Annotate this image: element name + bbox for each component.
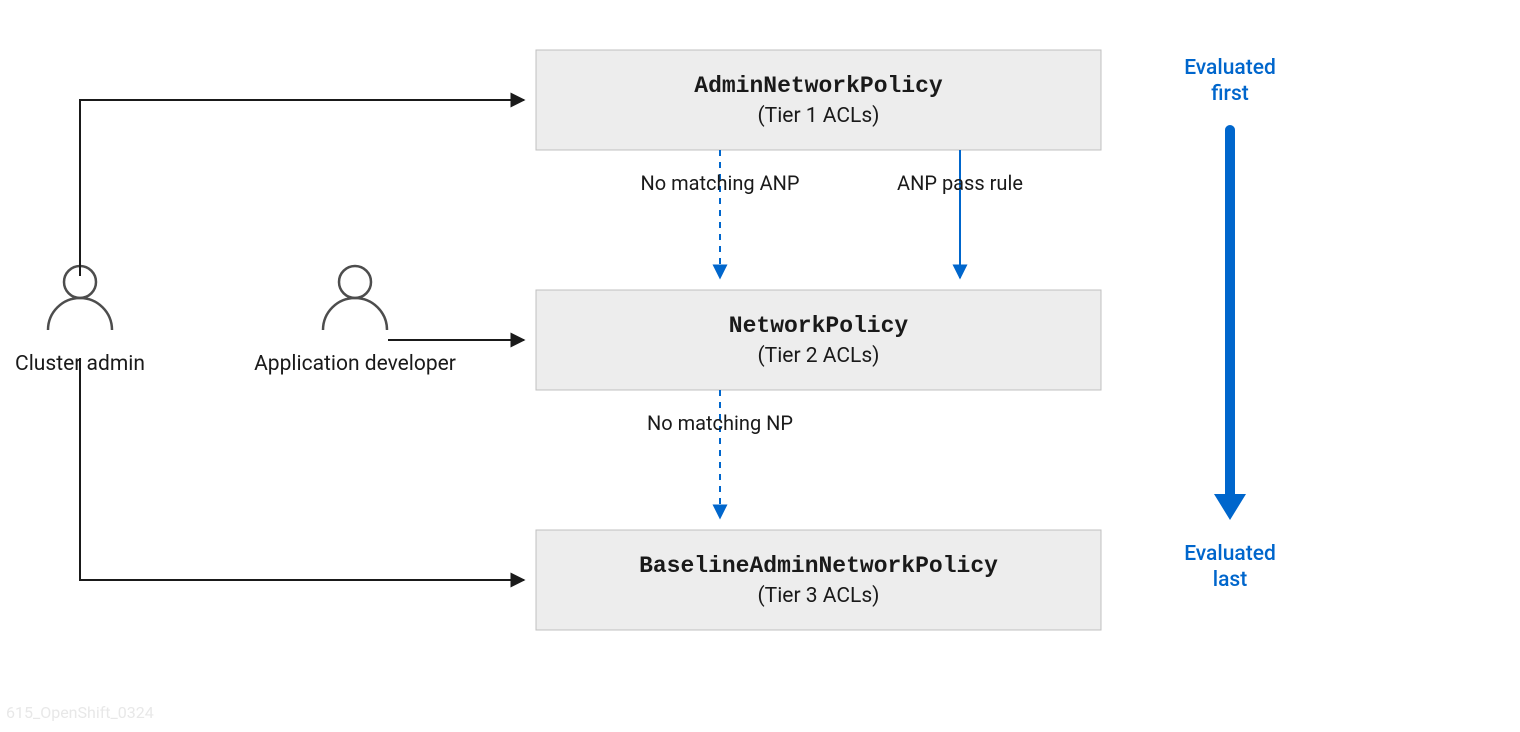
eval-top-label-2: first [1211, 82, 1249, 106]
eval-bot-label-1: Evaluated [1184, 542, 1276, 566]
box-anp-title: AdminNetworkPolicy [694, 73, 943, 99]
arrow-np-to-banp-label: No matching NP [647, 411, 793, 435]
arrow-anp-to-np-no-match-label: No matching ANP [640, 171, 799, 195]
box-np-title: NetworkPolicy [729, 313, 909, 339]
box-np: NetworkPolicy (Tier 2 ACLs) [536, 290, 1101, 390]
box-np-subtitle: (Tier 2 ACLs) [757, 344, 879, 368]
arrow-admin-to-anp [80, 100, 524, 276]
eval-order-arrow [1214, 130, 1246, 520]
box-banp-subtitle: (Tier 3 ACLs) [757, 584, 879, 608]
arrow-anp-to-np-pass-label: ANP pass rule [897, 171, 1023, 195]
actor-app-developer: Application developer [254, 266, 456, 376]
actor-app-developer-label: Application developer [254, 352, 456, 376]
arrow-admin-to-banp [80, 358, 524, 580]
eval-bot-label-2: last [1213, 568, 1247, 592]
eval-top-label-1: Evaluated [1184, 56, 1276, 80]
box-banp: BaselineAdminNetworkPolicy (Tier 3 ACLs) [536, 530, 1101, 630]
box-banp-title: BaselineAdminNetworkPolicy [639, 553, 998, 579]
box-anp-subtitle: (Tier 1 ACLs) [757, 104, 879, 128]
watermark: 615_OpenShift_0324 [6, 703, 154, 722]
diagram-canvas: AdminNetworkPolicy (Tier 1 ACLs) NetworkPo… [0, 0, 1520, 732]
box-anp: AdminNetworkPolicy (Tier 1 ACLs) [536, 50, 1101, 150]
